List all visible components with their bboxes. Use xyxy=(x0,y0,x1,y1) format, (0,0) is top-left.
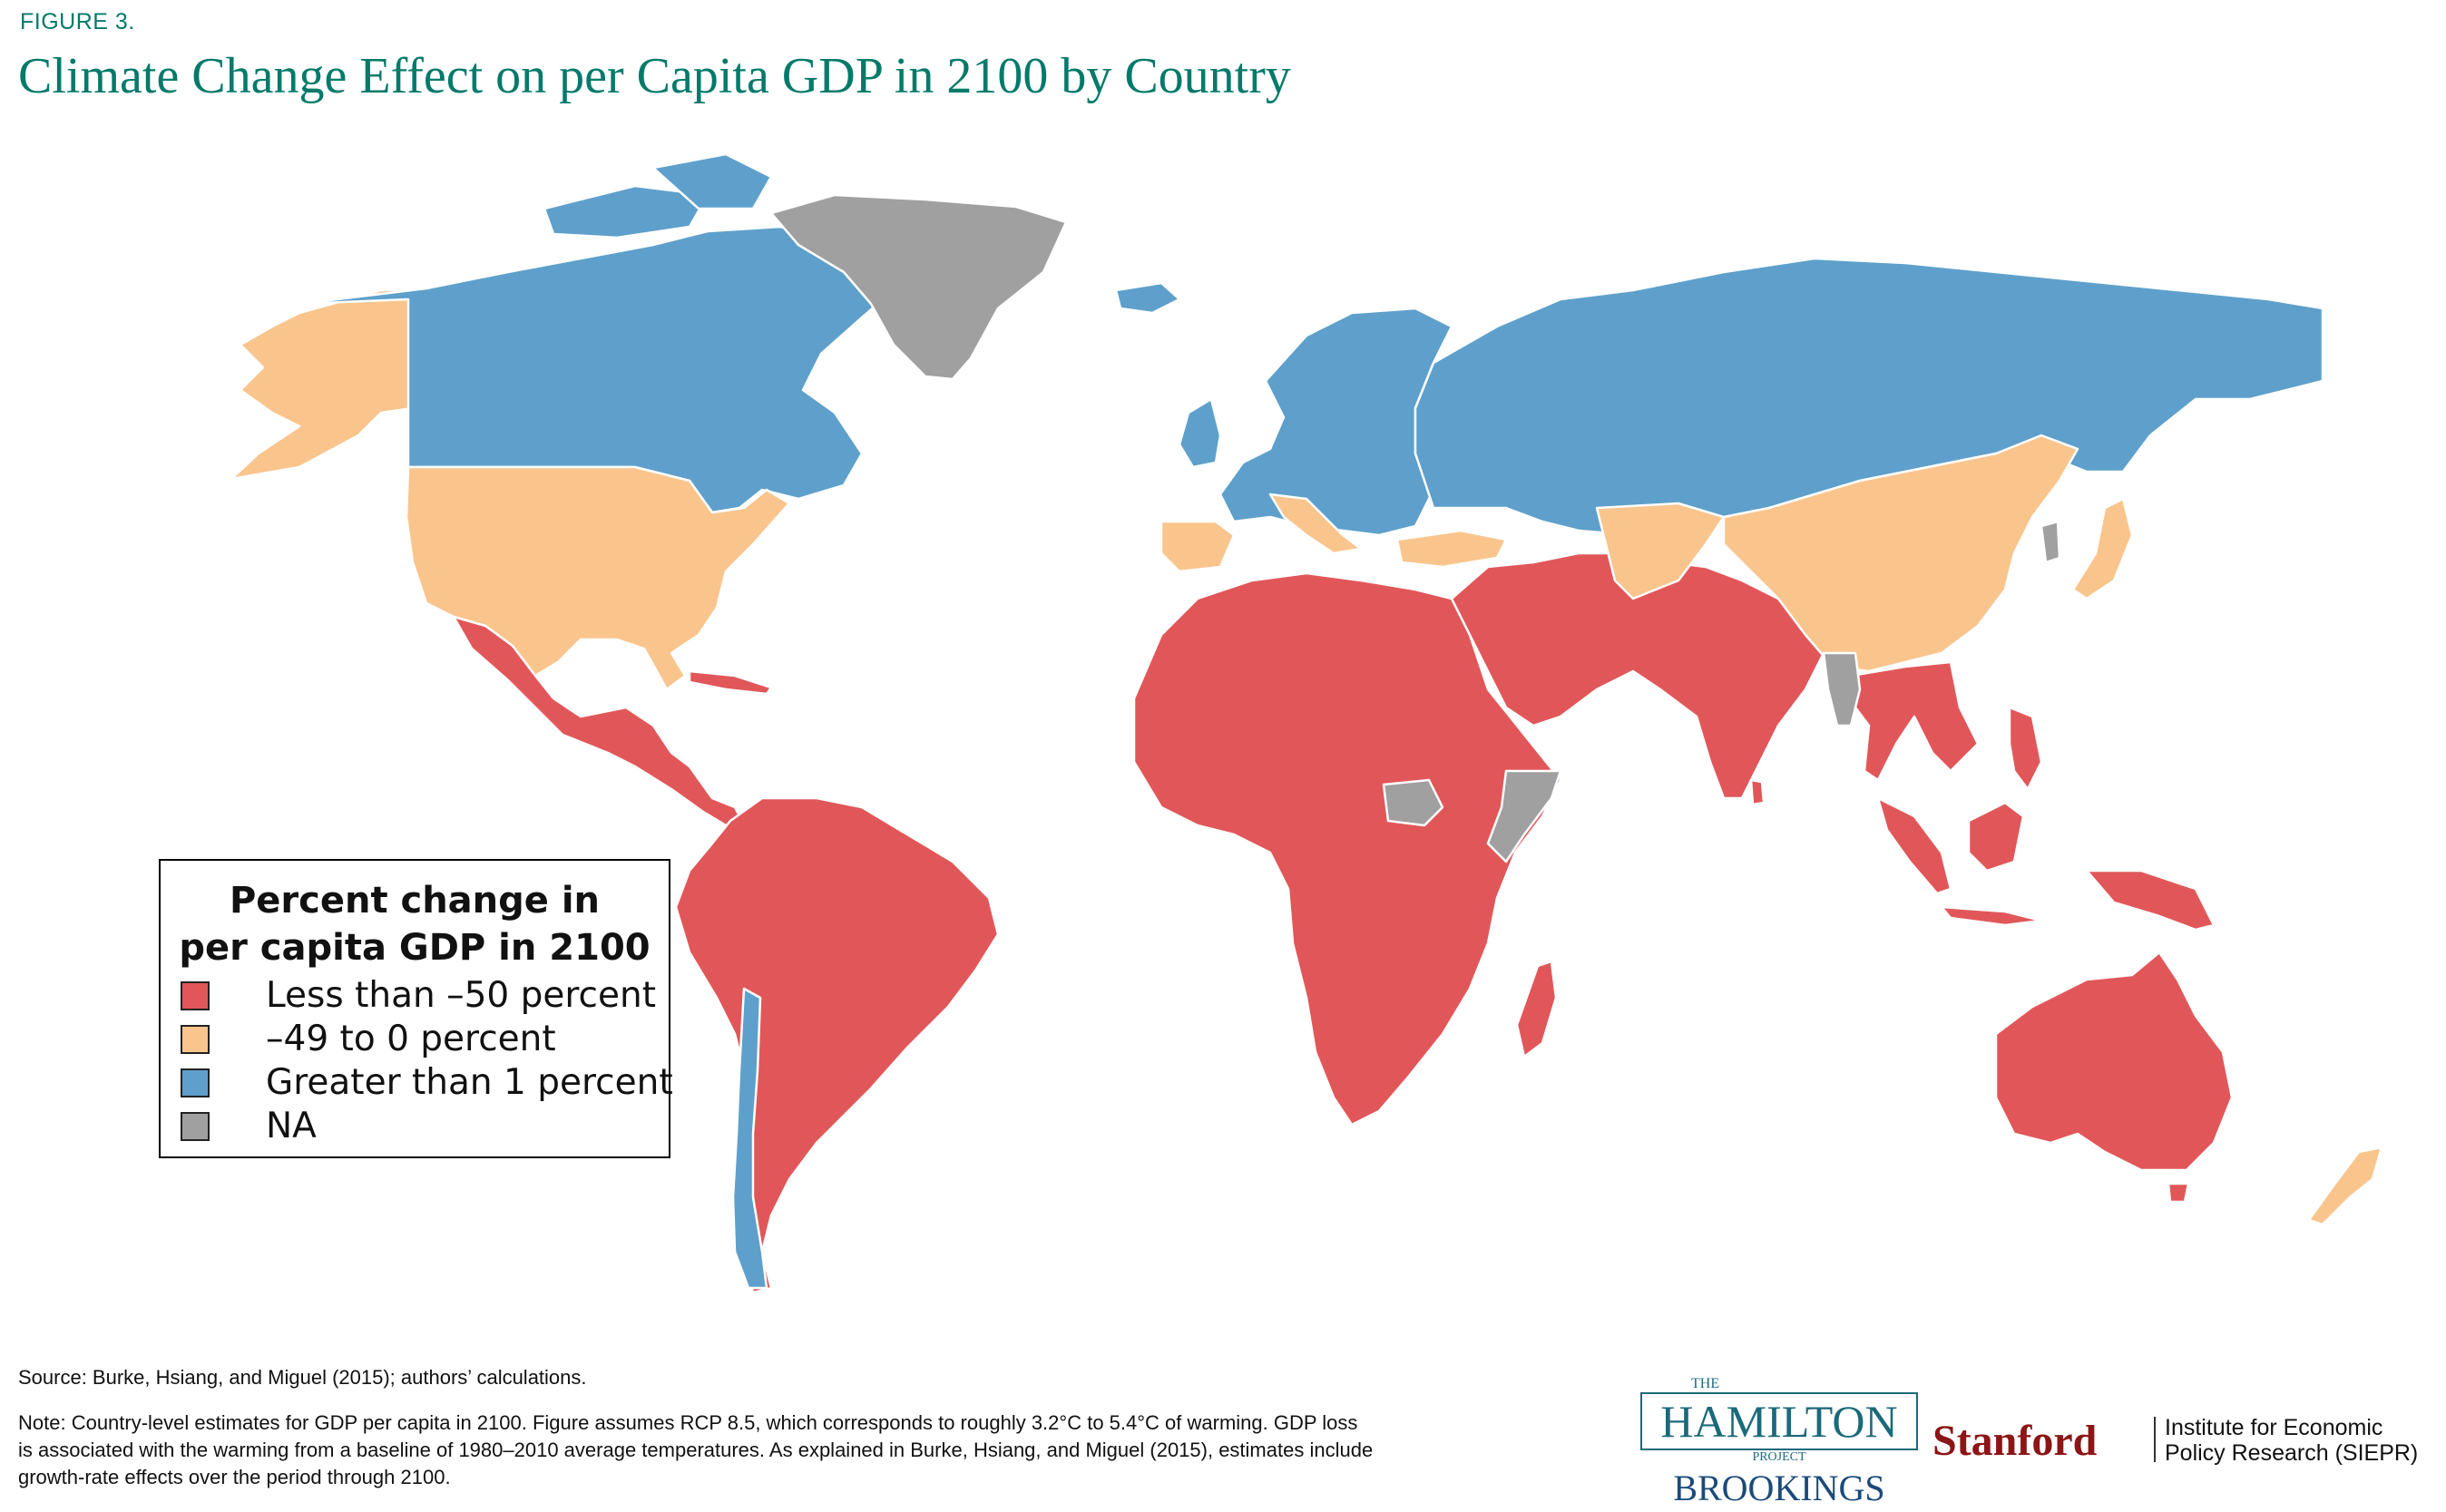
legend-label: Greater than 1 percent xyxy=(266,1062,673,1103)
hamilton-the-text: THE xyxy=(1691,1376,1719,1391)
source-text: Source: Burke, Hsiang, and Miguel (2015)… xyxy=(18,1366,587,1389)
legend-title-line1: Percent change in xyxy=(229,880,601,922)
region-china xyxy=(1722,434,2079,673)
region-philippines xyxy=(2008,706,2043,791)
region-iceland xyxy=(1114,281,1181,315)
region-greenland xyxy=(769,193,1068,381)
legend-swatch-gray xyxy=(181,1112,210,1141)
region-spain-portugal xyxy=(1159,520,1236,573)
legend-title: Percent change in per capita GDP in 2100 xyxy=(161,877,669,971)
region-japan xyxy=(2071,497,2134,600)
map-legend: Percent change in per capita GDP in 2100… xyxy=(159,859,673,1158)
siepr-line2: Policy Research (SIEPR) xyxy=(2165,1440,2418,1466)
region-tasmania xyxy=(2167,1182,2190,1204)
region-canada-arctic-islands xyxy=(543,184,709,239)
region-sri-lanka xyxy=(1749,778,1766,806)
page-title: Climate Change Effect on per Capita GDP … xyxy=(18,48,1291,104)
region-new-guinea xyxy=(2085,869,2216,932)
legend-label: NA xyxy=(266,1106,317,1146)
note-line: growth-rate effects over the period thro… xyxy=(18,1466,451,1488)
stanford-text: Stanford xyxy=(1932,1417,2098,1465)
region-south-america xyxy=(674,796,1000,1294)
region-turkey xyxy=(1395,529,1508,569)
hamilton-project-logo: THE HAMILTON PROJECT BROOKINGS xyxy=(1640,1376,1918,1506)
figure-label: FIGURE 3. xyxy=(20,9,135,34)
region-canada-arctic-islands-2 xyxy=(651,152,773,210)
stanford-siepr-logo: Stanford Institute for Economic Policy R… xyxy=(1932,1415,2418,1466)
legend-title-line2: per capita GDP in 2100 xyxy=(179,927,651,969)
region-new-zealand xyxy=(2307,1146,2383,1226)
region-somalia xyxy=(1486,769,1562,863)
region-mexico-central-america xyxy=(452,615,744,827)
region-northern-europe xyxy=(1218,307,1453,537)
hamilton-frame xyxy=(1640,1392,1918,1450)
region-chile xyxy=(731,987,768,1290)
note-line: Note: Country-level estimates for GDP pe… xyxy=(18,1411,1358,1434)
region-borneo xyxy=(1967,801,2025,873)
legend-swatch-red xyxy=(181,981,210,1010)
note-text: Note: Country-level estimates for GDP pe… xyxy=(18,1410,1579,1491)
hamilton-project-text: PROJECT xyxy=(1752,1450,1806,1464)
region-south-sudan xyxy=(1382,778,1444,827)
region-madagascar xyxy=(1515,960,1558,1058)
legend-swatch-blue xyxy=(181,1068,210,1097)
legend-label: Less than –50 percent xyxy=(266,975,656,1016)
region-africa xyxy=(1132,571,1562,1127)
hamilton-name-text: HAMILTON xyxy=(1660,1396,1897,1447)
region-myanmar xyxy=(1822,651,1862,727)
region-italy-balkans xyxy=(1268,493,1363,555)
region-korea xyxy=(2040,520,2061,564)
brookings-text: BROOKINGS xyxy=(1673,1468,1884,1506)
note-line: is associated with the warming from a ba… xyxy=(18,1439,1374,1461)
siepr-line1: Institute for Economic xyxy=(2165,1415,2382,1440)
region-cuba xyxy=(688,669,773,696)
region-uk-ireland xyxy=(1178,397,1222,469)
legend-label: –49 to 0 percent xyxy=(266,1019,556,1059)
region-afghanistan-region xyxy=(1595,502,1726,600)
legend-swatch-orange xyxy=(181,1025,210,1054)
region-sumatra xyxy=(1876,796,1952,895)
region-java xyxy=(1940,905,2043,927)
region-australia xyxy=(1994,951,2234,1172)
stanford-divider xyxy=(2154,1417,2156,1462)
world-map xyxy=(230,152,2383,1294)
region-southeast-asia xyxy=(1849,660,1980,782)
